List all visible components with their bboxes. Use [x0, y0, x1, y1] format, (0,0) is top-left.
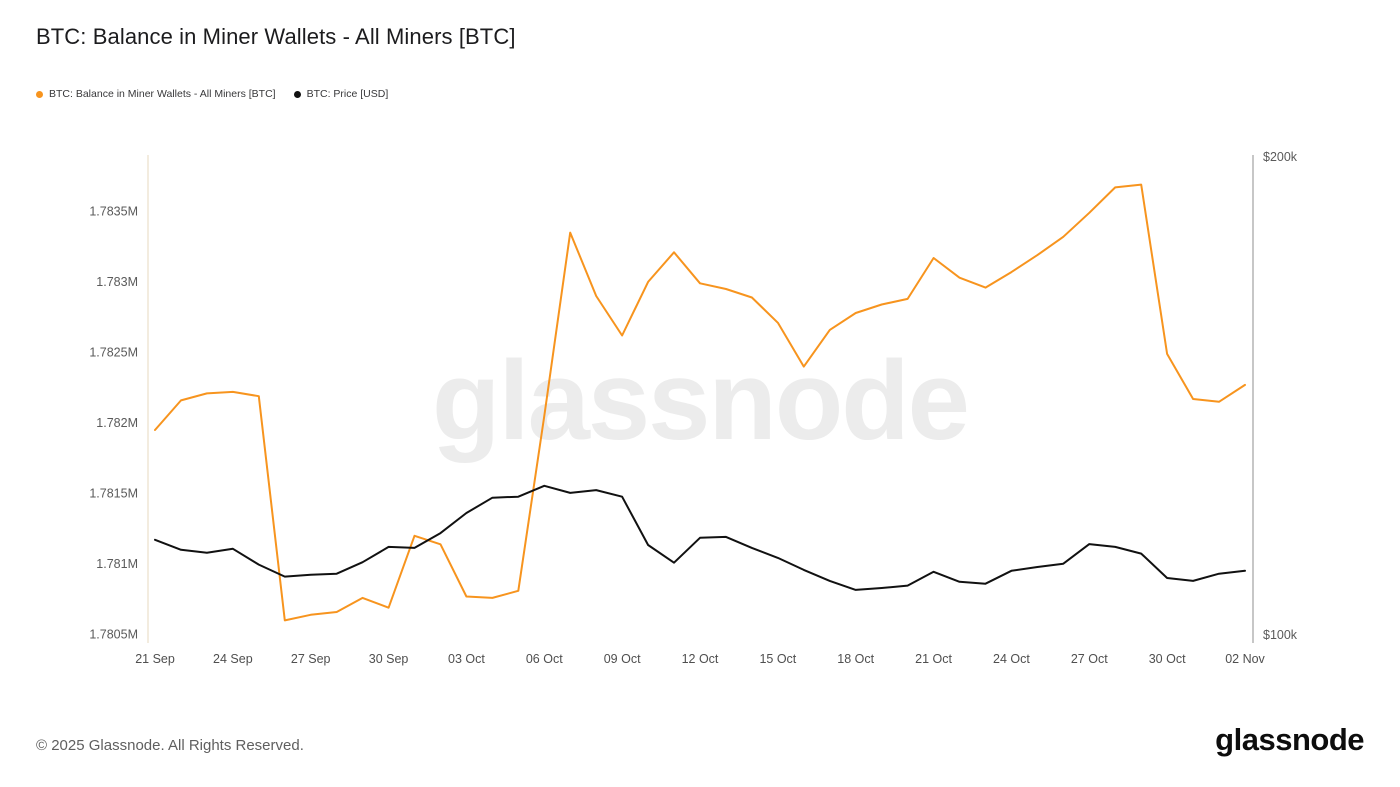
x-axis-tick-label: 02 Nov: [1225, 652, 1265, 666]
x-axis-tick-label: 24 Oct: [993, 652, 1030, 666]
right-axis-tick-label: $100k: [1263, 628, 1298, 642]
chart-legend: BTC: Balance in Miner Wallets - All Mine…: [36, 88, 388, 100]
copyright-text: © 2025 Glassnode. All Rights Reserved.: [36, 737, 304, 754]
page-title: BTC: Balance in Miner Wallets - All Mine…: [36, 24, 516, 49]
x-axis-tick-label: 06 Oct: [526, 652, 563, 666]
legend-dot-price-icon: [293, 90, 301, 98]
legend-dot-miner-balance-icon: [36, 90, 43, 98]
series-line-price[interactable]: [154, 484, 1246, 591]
left-axis-tick-label: 1.7825M: [89, 345, 138, 359]
x-axis-tick-label: 12 Oct: [682, 652, 719, 666]
watermark: glassnode: [432, 338, 968, 463]
x-axis-tick-label: 24 Sep: [213, 652, 253, 666]
x-axis-tick-label: 18 Oct: [837, 652, 874, 666]
glassnode-logo[interactable]: glassnode: [1215, 722, 1364, 757]
x-axis-tick-label: 03 Oct: [448, 652, 485, 666]
x-axis-tick-label: 09 Oct: [604, 652, 641, 666]
left-axis-tick-label: 1.7815M: [89, 486, 138, 500]
left-axis-tick-label: 1.781M: [96, 557, 138, 571]
legend-label-miner-balance: BTC: Balance in Miner Wallets - All Mine…: [49, 88, 276, 100]
x-axis-tick-label: 15 Oct: [759, 652, 796, 666]
legend-item-price[interactable]: BTC: Price [USD]: [293, 88, 389, 100]
x-axis-tick-label: 27 Sep: [291, 652, 331, 666]
x-axis-tick-label: 30 Oct: [1149, 652, 1186, 666]
x-axis-tick-label: 30 Sep: [369, 652, 409, 666]
left-axis-tick-label: 1.7835M: [89, 204, 138, 218]
x-axis-tick-label: 21 Oct: [915, 652, 952, 666]
legend-label-price: BTC: Price [USD]: [306, 88, 389, 100]
series-line-miner-balance[interactable]: [154, 183, 1246, 622]
legend-item-miner-balance[interactable]: BTC: Balance in Miner Wallets - All Mine…: [36, 88, 276, 100]
left-axis-tick-label: 1.783M: [96, 275, 138, 289]
chart-canvas[interactable]: glassnode 1.7805M 1.781M 1.7815M 1.782M 1.782…: [0, 130, 1400, 690]
x-axis-tick-label: 27 Oct: [1071, 652, 1108, 666]
left-axis-tick-label: 1.782M: [96, 416, 138, 430]
left-axis-tick-label: 1.7805M: [89, 628, 138, 642]
right-axis-tick-label: $200k: [1263, 150, 1298, 164]
x-axis-tick-label: 21 Sep: [135, 652, 175, 666]
